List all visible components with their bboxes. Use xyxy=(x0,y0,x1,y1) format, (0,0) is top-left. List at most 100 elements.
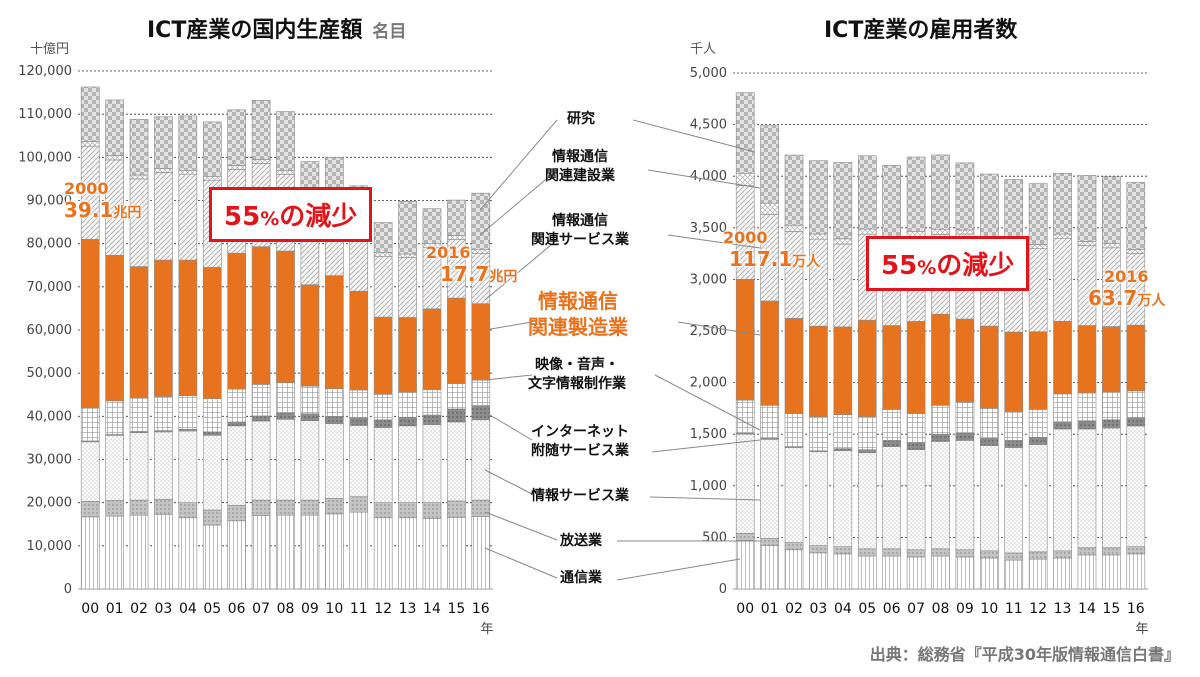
left-bar-broadcast xyxy=(251,499,271,516)
right-bar-info-service xyxy=(1102,427,1121,549)
left-x-tick-label: 06 xyxy=(228,601,246,617)
right-bar-internet xyxy=(833,448,853,452)
right-bar-manufacturing xyxy=(882,325,902,410)
left-bar-related-services xyxy=(178,173,198,261)
left-bar-info-service xyxy=(178,430,198,503)
left-bar-info-service xyxy=(129,432,149,501)
right-bar-broadcast xyxy=(1004,552,1024,561)
right-bar-media xyxy=(955,401,975,434)
left-bar-media xyxy=(471,379,491,406)
right-bar-media xyxy=(1126,390,1146,418)
right-bar-manufacturing xyxy=(1102,326,1121,393)
left-bar-research xyxy=(80,86,100,142)
left-bar-research xyxy=(471,192,491,251)
right-bar-construction xyxy=(833,238,853,245)
left-bar-research xyxy=(202,121,222,177)
right-bar-manufacturing xyxy=(979,325,999,409)
left-bar-broadcast xyxy=(324,498,344,515)
left-x-tick-label: 14 xyxy=(423,601,441,617)
left-bar-research xyxy=(178,115,198,171)
right-x-tick-label: 14 xyxy=(1078,601,1096,617)
left-bar-internet xyxy=(251,415,271,422)
right-bar-research xyxy=(1126,182,1146,250)
right-bar-info-service xyxy=(1077,428,1097,549)
left-bar-research xyxy=(398,201,417,255)
left-bar-manufacturing xyxy=(178,259,198,396)
right-bar-info-service xyxy=(833,450,853,547)
left-bar-research xyxy=(373,222,393,254)
legend-manufacturing-line2: 関連製造業 xyxy=(528,315,628,339)
chart-title-left: ICT産業の国内生産額 名目 xyxy=(147,12,406,44)
legend-telecom: 通信業 xyxy=(560,569,602,588)
left-bar-manufacturing xyxy=(398,317,417,393)
left-bar-broadcast xyxy=(398,502,417,519)
left-bar-media xyxy=(447,383,466,410)
left-bar-telecom xyxy=(398,517,417,590)
left-bar-manufacturing xyxy=(349,290,369,391)
right-bar-broadcast xyxy=(1126,546,1146,555)
left-bar-broadcast xyxy=(422,502,442,519)
right-bar-media xyxy=(833,414,853,449)
left-x-tick-label: 11 xyxy=(350,601,368,617)
right-bar-broadcast xyxy=(735,532,755,541)
reduction-callout-right-pct: 55 xyxy=(881,251,918,281)
right-x-tick-label: 13 xyxy=(1054,601,1072,617)
left-bar-broadcast xyxy=(373,502,393,519)
left-bar-media xyxy=(178,395,198,430)
left-bar-broadcast xyxy=(300,499,320,516)
right-bar-broadcast xyxy=(882,548,902,557)
left-bar-manufacturing xyxy=(202,267,222,399)
left-y-tick-label: 120,000 xyxy=(18,64,72,79)
left-bar-manufacturing xyxy=(80,239,100,409)
right-bar-manufacturing xyxy=(735,278,755,401)
right-bar-telecom xyxy=(1077,554,1097,590)
left-bar-telecom xyxy=(447,517,466,590)
left-bar-research xyxy=(447,199,466,236)
annotation-right-2000-unit: 万人 xyxy=(792,254,821,270)
right-bar-telecom xyxy=(1102,554,1121,590)
right-bar-manufacturing xyxy=(931,313,950,406)
left-y-tick-label: 70,000 xyxy=(27,280,73,295)
legend-construction-line2: 関連建設業 xyxy=(545,167,615,184)
right-bar-info-service xyxy=(784,447,804,543)
right-bar-telecom xyxy=(882,555,902,590)
annotation-left-2016: 2016 17.7兆円 xyxy=(424,243,517,286)
right-bar-media xyxy=(1004,411,1024,441)
right-bar-broadcast xyxy=(979,550,999,559)
left-y-tick-label: 0 xyxy=(64,582,72,597)
right-x-tick-label: 00 xyxy=(736,601,754,617)
right-bar-broadcast xyxy=(784,542,804,551)
left-bar-broadcast xyxy=(129,499,149,516)
right-bar-media xyxy=(1028,409,1048,438)
right-bar-info-service xyxy=(955,440,975,551)
left-bar-media xyxy=(251,384,271,417)
right-bar-manufacturing xyxy=(760,300,779,406)
right-bar-info-service xyxy=(1004,447,1024,554)
left-bar-construction xyxy=(251,159,271,164)
left-y-tick-label: 80,000 xyxy=(27,237,73,252)
left-bar-manufacturing xyxy=(105,255,124,402)
right-bar-construction xyxy=(1077,241,1097,246)
right-bar-research xyxy=(931,154,950,230)
right-bar-research xyxy=(760,125,779,204)
left-bar-construction xyxy=(398,253,417,258)
right-bar-media xyxy=(1053,393,1072,423)
right-bar-media xyxy=(760,405,779,439)
left-bar-construction xyxy=(178,169,198,175)
right-bar-manufacturing xyxy=(1028,331,1048,410)
left-bar-info-service xyxy=(373,427,393,503)
annotation-right-2016-unit: 万人 xyxy=(1137,293,1166,309)
legend-services-line1: 情報通信 xyxy=(552,213,608,229)
right-bar-research xyxy=(1028,183,1048,245)
right-bar-broadcast xyxy=(955,549,975,558)
left-bar-telecom xyxy=(129,514,149,590)
left-bar-telecom xyxy=(300,514,320,590)
legend-construction: 情報通信 関連建設業 xyxy=(545,148,615,186)
right-bar-broadcast xyxy=(1053,550,1072,559)
annotation-left-2000-unit: 兆円 xyxy=(113,205,142,221)
right-bar-manufacturing xyxy=(906,321,926,414)
left-x-tick-label: 00 xyxy=(81,601,99,617)
left-y-tick-label: 110,000 xyxy=(18,107,72,122)
right-bar-info-service xyxy=(979,445,999,552)
left-x-unit: 年 xyxy=(480,622,493,637)
